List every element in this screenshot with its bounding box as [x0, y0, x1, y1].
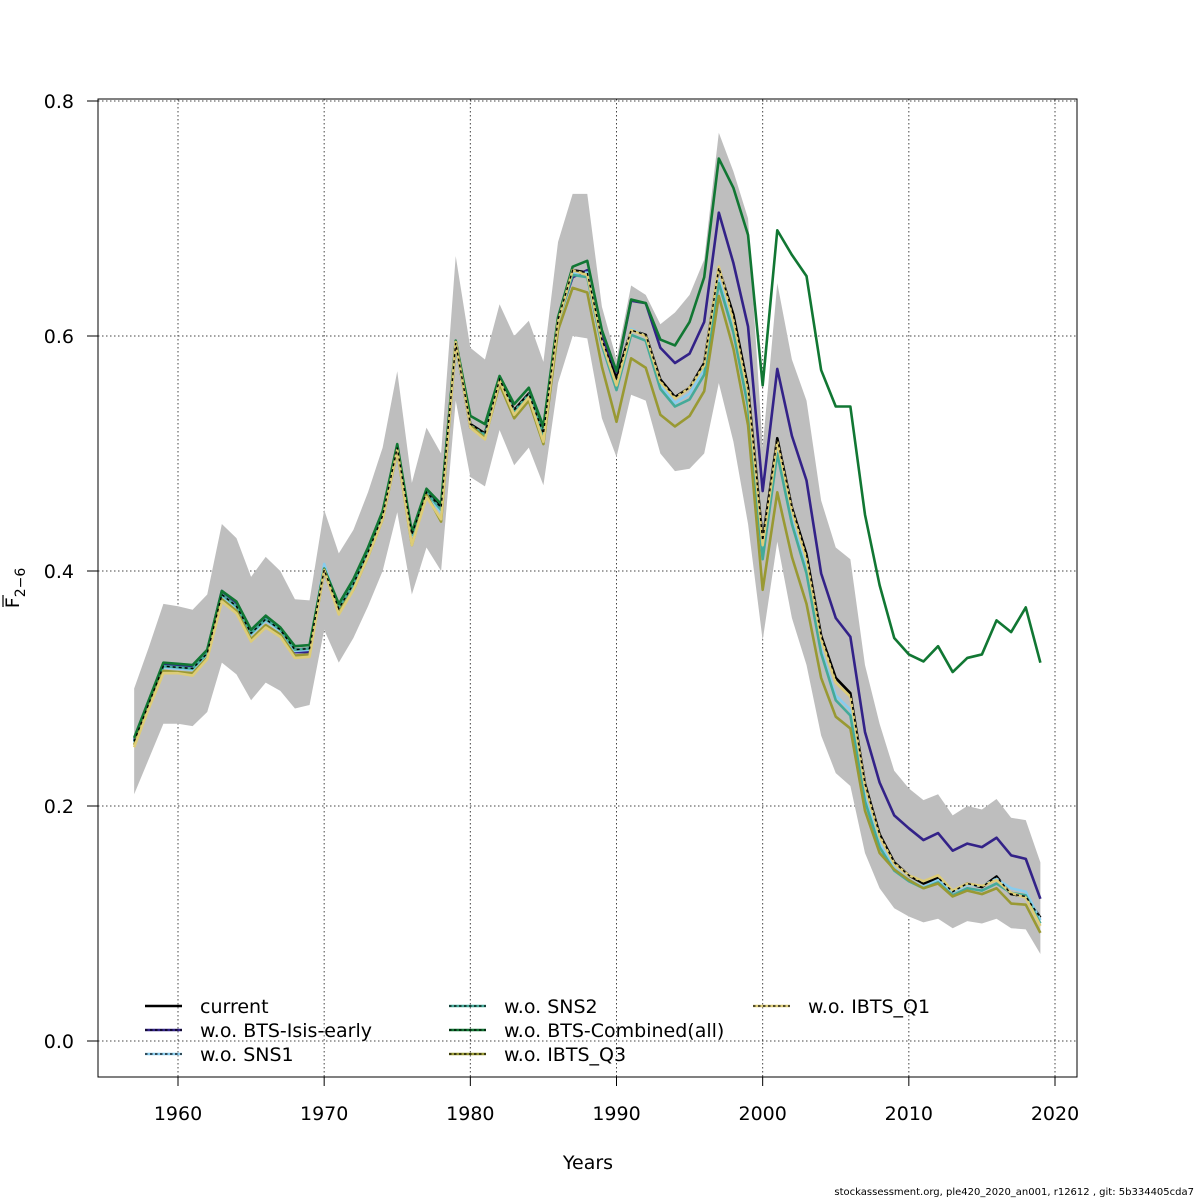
- x-tick-label: 1960: [154, 1103, 202, 1125]
- y-tick-label: 0.4: [44, 561, 74, 583]
- legend-item: w.o. SNS1: [145, 1044, 294, 1066]
- legend-item: w.o. SNS2: [449, 996, 598, 1018]
- y-tick-label: 0.6: [44, 326, 74, 348]
- y-tick-label: 0.2: [44, 796, 74, 818]
- y-tick-label: 0.8: [44, 91, 74, 113]
- legend-label: w.o. IBTS_Q1: [808, 996, 930, 1018]
- series-line-w-o-bts-combined-all: [132, 157, 1042, 739]
- legend-item: w.o. IBTS_Q3: [449, 1044, 626, 1066]
- x-axis: 1960 1970 1980 1990 2000 2010 2020: [154, 1077, 1079, 1125]
- x-tick-label: 2020: [1031, 1103, 1079, 1125]
- legend-item: w.o. IBTS_Q1: [753, 996, 930, 1018]
- y-axis: 0.0 0.2 0.4 0.6 0.8: [44, 91, 98, 1053]
- confidence-band-group: [134, 132, 1041, 955]
- legend-item: w.o. BTS-Combined(all): [449, 1020, 724, 1042]
- series-lines: [132, 157, 1042, 934]
- legend-item: w.o. BTS-Isis-early: [145, 1020, 372, 1042]
- legend-label: w.o. SNS2: [504, 996, 598, 1018]
- legend-label: w.o. SNS1: [200, 1044, 294, 1066]
- x-tick-label: 1980: [446, 1103, 494, 1125]
- legend-label: current: [200, 996, 269, 1018]
- legend-label: w.o. IBTS_Q3: [504, 1044, 626, 1066]
- y-tick-label: 0.0: [44, 1031, 74, 1053]
- footer-credit: stockassessment.org, ple420_2020_an001, …: [834, 1187, 1194, 1198]
- confidence-band: [134, 132, 1041, 955]
- y-axis-title-main: F: [2, 597, 24, 608]
- legend-item: current: [145, 996, 269, 1018]
- series-line-w-o-ibts-q3: [132, 286, 1042, 934]
- y-axis-title: F2−6: [2, 568, 29, 609]
- x-tick-label: 1990: [592, 1103, 640, 1125]
- y-axis-title-subscript: 2−6: [13, 568, 29, 598]
- x-tick-label: 2010: [885, 1103, 933, 1125]
- x-tick-label: 2000: [738, 1103, 786, 1125]
- svg-text:F2−6: F2−6: [2, 568, 29, 609]
- x-axis-title: Years: [562, 1152, 613, 1174]
- plot-frame: [97, 98, 1078, 1078]
- x-tick-label: 1970: [300, 1103, 348, 1125]
- series-line-current-overlay: [133, 267, 1041, 919]
- legend-label: w.o. BTS-Isis-early: [200, 1020, 372, 1042]
- legend-label: w.o. BTS-Combined(all): [504, 1020, 724, 1042]
